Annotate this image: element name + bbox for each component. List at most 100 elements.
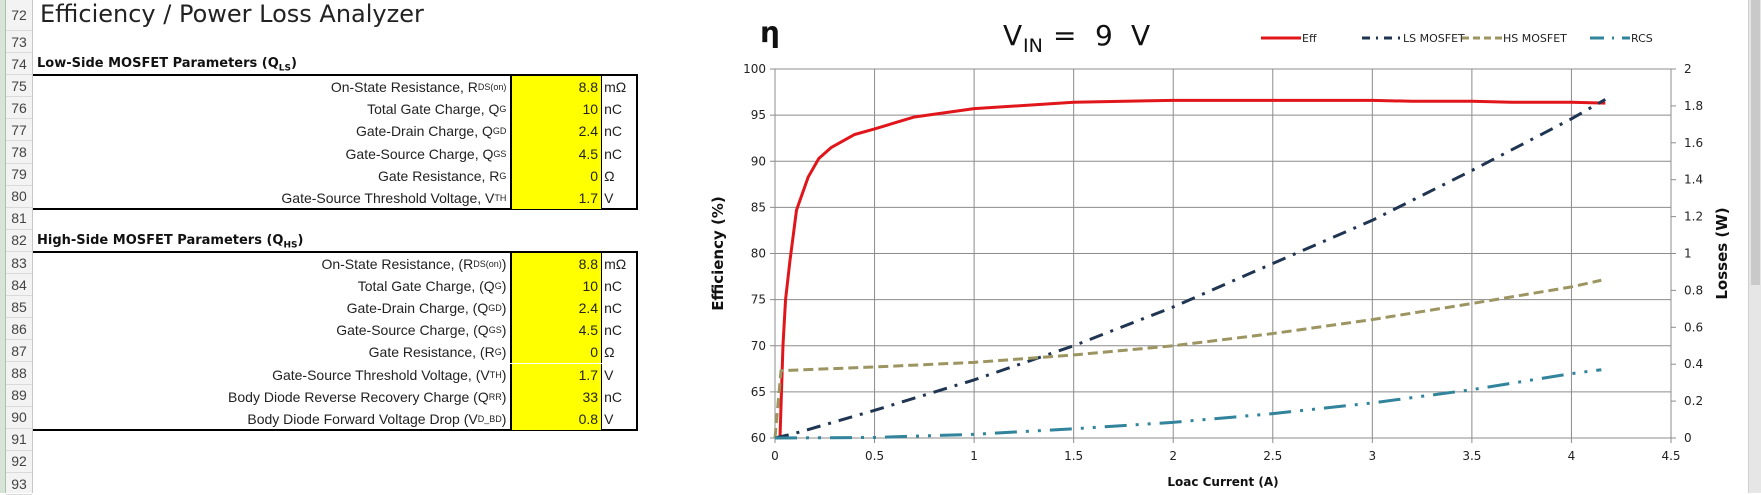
row-number[interactable]: 86 [6,318,32,341]
parameter-unit[interactable]: mΩ [604,79,627,96]
parameter-unit[interactable]: V [604,189,614,206]
label-subscript: G [494,347,502,358]
parameter-unit[interactable]: mΩ [604,256,627,273]
row-number[interactable]: 81 [6,208,32,230]
row-number[interactable]: 77 [6,119,32,142]
row-number[interactable]: 90 [6,407,32,429]
parameter-label[interactable]: On-State Resistance, R DS(on) [33,76,513,99]
parameter-value-input[interactable]: 10 [512,98,603,121]
label-suffix: ) [501,322,507,339]
parameter-value-input[interactable]: 1.7 [512,186,603,209]
parameter-value-input[interactable]: 2.4 [512,120,603,143]
parameter-row: Body Diode Forward Voltage Drop (V D_BD) 0… [33,407,636,430]
parameter-unit[interactable]: Ω [604,167,615,184]
low-side-heading: Low-Side MOSFET Parameters (QLS) [37,56,297,74]
parameter-value-input[interactable]: 2.4 [512,297,603,320]
y2-tick-label: 1.4 [1684,173,1703,187]
parameter-label[interactable]: Body Diode Reverse Recovery Charge (Q RR) [33,385,513,408]
parameter-unit[interactable]: nC [604,322,622,339]
row-number[interactable]: 84 [6,274,32,297]
parameter-unit[interactable]: Ω [604,344,615,361]
parameter-value-input[interactable]: 0 [512,341,603,364]
label-suffix: ) [501,300,507,317]
parameter-unit[interactable]: nC [604,123,622,140]
efficiency-loss-chart[interactable]: 0 0.5 1 1.5 2 2.5 3 3.5 4 4.560657075808590951000… [650,0,1745,493]
label-text: Gate-Source Charge, (Q [336,322,489,339]
parameter-unit[interactable]: nC [604,388,622,405]
row-number[interactable]: 73 [6,31,32,54]
parameter-value-input[interactable]: 0.8 [512,407,603,430]
row-number[interactable]: 80 [6,186,32,208]
parameter-label[interactable]: Gate-Source Threshold Voltage, (V TH) [33,363,513,386]
row-number[interactable]: 75 [6,75,32,98]
vertical-scrollbar[interactable] [1748,0,1761,493]
row-number[interactable]: 82 [6,230,32,252]
parameter-value-input[interactable]: 4.5 [512,319,603,342]
heading-text: High-Side MOSFET Parameters (Q [37,232,284,248]
heading-sub: LS [278,63,292,74]
row-number[interactable]: 92 [6,451,32,473]
label-subscript: GS [488,325,502,336]
label-text: On-State Resistance, (R [321,256,474,273]
row-number[interactable]: 78 [6,142,32,164]
parameter-label[interactable]: Gate-Drain Charge, Q GD [33,120,513,143]
parameter-unit[interactable]: V [604,410,614,427]
row-number[interactable]: 83 [6,252,32,275]
label-subscript: G [499,104,507,115]
parameter-label[interactable]: Gate Resistance, (R G) [33,341,513,364]
row-number[interactable]: 79 [6,164,32,186]
parameter-unit[interactable]: nC [604,145,622,162]
parameter-label[interactable]: Gate-Source Charge, (Q GS) [33,319,513,342]
parameter-value-input[interactable]: 33 [512,385,603,408]
parameter-label[interactable]: On-State Resistance, (R DS(on)) [33,253,513,276]
parameter-label[interactable]: Gate-Drain Charge, (Q GD) [33,297,513,320]
parameter-unit[interactable]: nC [604,278,622,295]
label-text: Gate-Drain Charge, Q [355,123,493,140]
parameter-label[interactable]: Total Gate Charge, (Q G) [33,275,513,298]
row-number[interactable]: 85 [6,296,32,319]
parameter-value-input[interactable]: 0 [512,164,603,187]
label-subscript: DS(on) [473,259,502,270]
parameter-label[interactable]: Gate-Source Charge, Q GS [33,142,513,165]
row-number[interactable]: 72 [6,0,32,31]
label-text: Gate-Drain Charge, (Q [346,300,489,317]
parameter-row: On-State Resistance, R DS(on) 8.8 mΩ [33,76,636,99]
x-tick-label: 3.5 [1462,449,1481,463]
row-number[interactable]: 91 [6,429,32,451]
row-number[interactable]: 74 [6,53,32,76]
parameter-value-input[interactable]: 8.8 [512,76,603,99]
row-number[interactable]: 87 [6,340,32,363]
parameter-label[interactable]: Gate-Source Threshold Voltage, V TH [33,186,513,209]
parameter-unit[interactable]: nC [604,101,622,118]
y-tick-label: 90 [751,154,766,168]
label-text: Total Gate Charge, Q [367,101,500,118]
y2-tick-label: 2 [1684,62,1692,76]
parameter-row: Total Gate Charge, Q G 10 nC [33,98,636,121]
chart-eta-symbol: η [760,16,780,49]
parameter-row: Gate-Source Threshold Voltage, V TH 1.7 V [33,186,636,209]
row-number[interactable]: 89 [6,385,32,407]
x-tick-label: 2 [1169,449,1177,463]
scrollbar-thumb[interactable] [1751,0,1760,285]
heading-suffix: ) [291,56,297,72]
label-text: Gate-Source Threshold Voltage, (V [272,366,490,383]
row-number[interactable]: 88 [6,363,32,385]
y-tick-label: 95 [751,108,766,122]
parameter-row: On-State Resistance, (R DS(on)) 8.8 mΩ [33,253,636,276]
series-line-hs-mosfet [773,278,1602,439]
row-number[interactable]: 76 [6,97,32,120]
parameter-value-input[interactable]: 10 [512,275,603,298]
label-text: On-State Resistance, R [330,79,478,96]
parameter-value-input[interactable]: 1.7 [512,363,603,386]
parameter-label[interactable]: Body Diode Forward Voltage Drop (V D_BD) [33,407,513,430]
row-number[interactable]: 93 [6,473,32,495]
parameter-unit[interactable]: nC [604,300,622,317]
parameter-value-input[interactable]: 4.5 [512,142,603,165]
parameter-unit[interactable]: V [604,366,614,383]
label-suffix: ) [501,366,507,383]
label-subscript: DS(on) [477,82,507,93]
parameter-value-input[interactable]: 8.8 [512,253,603,276]
